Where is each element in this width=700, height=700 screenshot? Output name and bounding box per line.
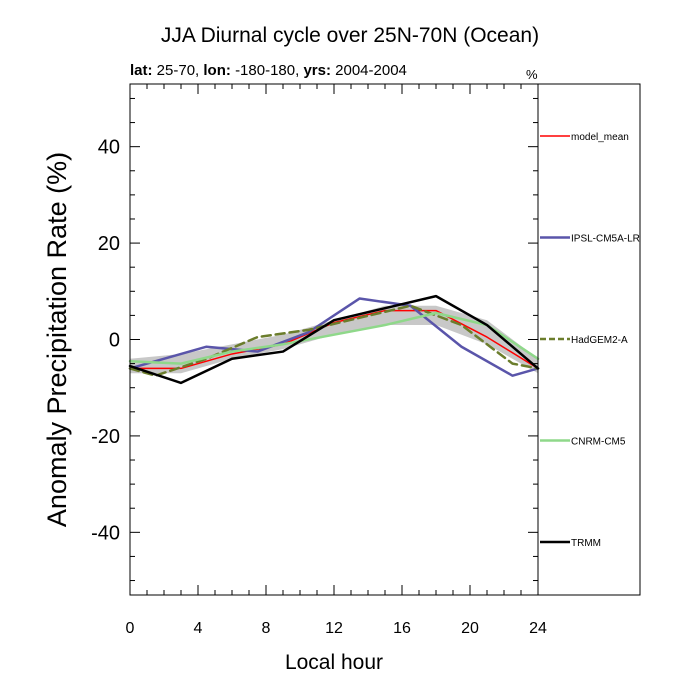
- subtitle-lat-value: 25-70,: [156, 62, 200, 79]
- x-tick-label: 8: [262, 620, 271, 637]
- y-tick-label: 0: [109, 330, 120, 352]
- legend-label-cnrm-cm5: CNRM-CM5: [571, 437, 626, 448]
- subtitle-lat-label: lat:: [130, 62, 153, 79]
- chart-subtitle: lat: 25-70, lon: -180-180, yrs: 2004-200…: [130, 62, 407, 79]
- subtitle-lon-value: -180-180,: [235, 62, 300, 79]
- series-line-ipsl-cm5a-lr: [128, 297, 540, 377]
- y-tick-label: 20: [98, 233, 120, 255]
- x-tick-label: 0: [126, 620, 135, 637]
- y-axis-label: Anomaly Precipitation Rate (%): [42, 152, 72, 527]
- subtitle-lon-label: lon:: [203, 62, 231, 79]
- subtitle-yrs-value: 2004-2004: [335, 62, 407, 79]
- x-tick-label: 20: [461, 620, 479, 637]
- subtitle-yrs-label: yrs:: [303, 62, 331, 79]
- legend-label-model-mean: model_mean: [571, 132, 629, 143]
- x-tick-label: 16: [393, 620, 411, 637]
- model-spread-band: [130, 305, 538, 374]
- legend-label-hadgem2-a: HadGEM2-A: [571, 335, 628, 346]
- legend-unit-label: %: [526, 67, 538, 82]
- x-tick-label: 24: [529, 620, 547, 637]
- y-tick-label: 40: [98, 137, 120, 159]
- legend-label-trmm: TRMM: [571, 538, 601, 549]
- x-axis-label: Local hour: [285, 651, 383, 674]
- legend-label-ipsl-cm5a-lr: IPSL-CM5A-LR: [571, 234, 640, 245]
- y-tick-label: -40: [91, 522, 120, 544]
- legend-panel-frame: [538, 83, 641, 596]
- series-line-cnrm-cm5: [128, 311, 540, 365]
- series-line-trmm: [128, 294, 540, 385]
- series-line-hadgem2-a: [128, 304, 540, 377]
- y-tick-label: -20: [91, 426, 120, 448]
- x-tick-label: 4: [194, 620, 203, 637]
- x-tick-label: 12: [325, 620, 343, 637]
- chart-title: JJA Diurnal cycle over 25N-70N (Ocean): [160, 24, 540, 47]
